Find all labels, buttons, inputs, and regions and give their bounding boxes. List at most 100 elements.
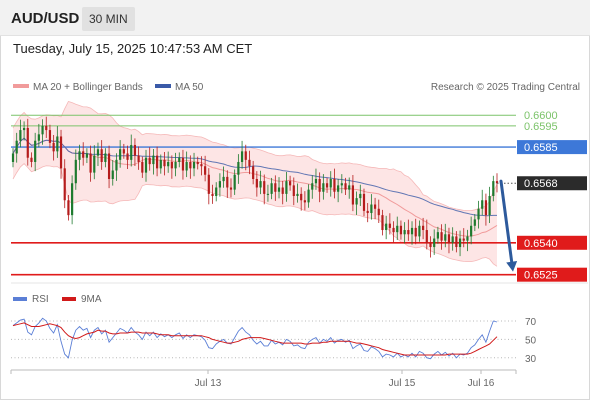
timeframe-button[interactable]: 30 MIN — [82, 7, 135, 31]
candle-body — [473, 219, 476, 226]
candle — [215, 182, 218, 202]
candle-body — [93, 155, 96, 173]
candle-body — [248, 159, 251, 167]
candle-body — [192, 161, 196, 169]
candle — [15, 132, 18, 163]
candle-body — [318, 178, 321, 192]
candle-body — [48, 130, 52, 143]
candle-body — [433, 238, 436, 248]
candle-body — [337, 185, 340, 192]
candle — [115, 153, 118, 181]
datetime-stamp: Tuesday, July 15, 2025 10:47:53 AM CET — [13, 41, 253, 56]
candle-body — [329, 178, 332, 188]
candle-body — [288, 181, 292, 186]
candle — [440, 224, 443, 250]
candle — [392, 221, 395, 243]
candle — [100, 140, 103, 170]
candle-body — [303, 200, 306, 203]
candle-body — [481, 200, 484, 209]
candle-body — [458, 238, 462, 248]
candle-body — [19, 130, 22, 141]
candle — [285, 171, 288, 202]
candle-body — [144, 157, 148, 173]
candle-body — [370, 204, 373, 214]
candle — [26, 118, 29, 166]
level-tag-bg-2 — [517, 140, 587, 155]
candle-body — [41, 125, 44, 135]
candle — [462, 228, 465, 248]
candle-body — [466, 236, 469, 241]
candle — [451, 227, 454, 251]
candle — [189, 155, 192, 179]
candle — [277, 177, 281, 199]
candle — [252, 160, 255, 185]
candle — [45, 116, 48, 138]
candle-body — [89, 153, 92, 173]
candles — [11, 116, 499, 258]
rsi-gridlines: 70 50 30 — [11, 317, 537, 365]
candle — [152, 149, 155, 175]
bollinger-upper-line — [12, 101, 498, 212]
candle — [85, 148, 88, 164]
rsi-ma-swatch — [62, 297, 76, 301]
candle — [377, 199, 380, 224]
candle — [373, 197, 377, 220]
legend-ma50: MA 50 — [155, 82, 204, 93]
legend-rsi-label: RSI — [32, 294, 49, 305]
candle-body — [189, 161, 192, 169]
candle-body — [45, 125, 48, 131]
candle-body — [104, 153, 107, 162]
candle — [67, 194, 70, 221]
legend-9ma: 9MA — [62, 294, 102, 305]
rsi-swatch — [13, 297, 27, 301]
level-tag-bg-3 — [517, 176, 587, 191]
candle — [455, 231, 458, 253]
candle — [481, 189, 484, 216]
candle-body — [15, 140, 18, 154]
rsi-tick-label-50: 50 — [525, 335, 537, 346]
candle-body — [96, 149, 100, 156]
time-tick-label-1: Jul 15 — [389, 378, 416, 389]
candle — [178, 152, 181, 168]
forecast-arrow-shaft — [499, 179, 514, 264]
candle — [240, 140, 244, 169]
candle — [170, 155, 173, 179]
candle-body — [222, 176, 225, 182]
candle — [19, 119, 22, 148]
candle-body — [22, 127, 26, 131]
level-tag-label-5: 0.6525 — [524, 270, 558, 282]
candle — [263, 174, 266, 205]
candle — [303, 191, 306, 211]
candle-body — [63, 168, 66, 201]
candle-body — [292, 185, 295, 197]
candle — [141, 156, 144, 178]
candle — [337, 178, 340, 203]
candle — [366, 203, 369, 223]
symbol-title: AUD/USD — [11, 10, 80, 27]
candle-body — [455, 236, 458, 248]
legend-ma20-label: MA 20 + Bollinger Bands — [33, 82, 143, 93]
candle-body — [255, 178, 258, 188]
forecast-arrow-head — [506, 261, 518, 272]
candle-body — [381, 215, 384, 231]
candle-body — [167, 161, 170, 167]
candle — [362, 188, 366, 217]
candle — [148, 147, 151, 171]
candle — [96, 142, 100, 167]
candle — [473, 214, 476, 232]
candle-body — [237, 161, 240, 175]
candle-body — [373, 204, 377, 209]
candle-body — [425, 230, 428, 243]
candle-body — [266, 193, 270, 195]
candle — [163, 151, 166, 176]
candle — [314, 168, 318, 190]
rsi-tick-label-30: 30 — [525, 354, 537, 365]
candle-body — [59, 136, 63, 169]
ma50-line — [12, 137, 497, 217]
level-tag-label-3: 0.6568 — [524, 178, 558, 190]
candle-body — [82, 151, 85, 158]
candle-body — [204, 166, 207, 175]
candle-body — [407, 230, 410, 235]
legend-ma20: MA 20 + Bollinger Bands — [13, 82, 143, 93]
candle — [325, 177, 329, 193]
